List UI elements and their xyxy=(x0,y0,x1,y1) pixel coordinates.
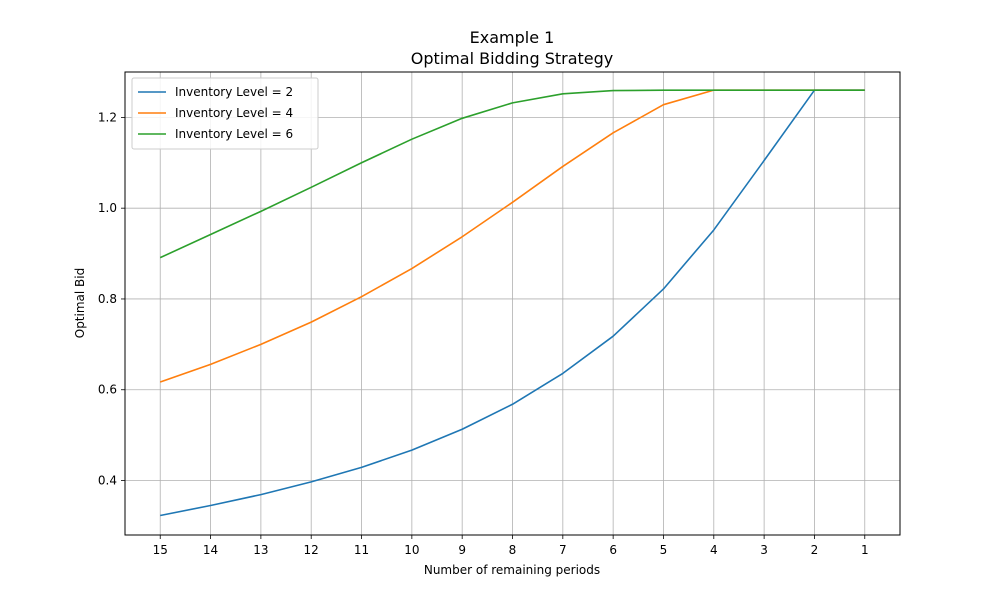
chart-title: Example 1 xyxy=(470,28,555,47)
y-tick-label: 0.4 xyxy=(98,474,117,488)
x-tick-label: 7 xyxy=(559,543,567,557)
series-line-inventory-2 xyxy=(159,89,865,259)
x-tick-label: 13 xyxy=(253,543,268,557)
series-line-inventory-0 xyxy=(160,89,865,517)
x-tick-label: 3 xyxy=(760,543,768,557)
y-tick-label: 0.8 xyxy=(98,292,117,306)
x-tick-label: 12 xyxy=(304,543,319,557)
x-axis-label: Number of remaining periods xyxy=(424,563,600,577)
legend-box xyxy=(131,77,319,150)
x-tick-label: 4 xyxy=(710,543,718,557)
chart-subtitle: Optimal Bidding Strategy xyxy=(411,49,614,68)
x-tick-label: 5 xyxy=(660,543,668,557)
x-tick-label: 2 xyxy=(811,543,819,557)
legend-label: Inventory Level = 2 xyxy=(175,85,293,99)
x-tick-label: 1 xyxy=(861,543,869,557)
legend-label: Inventory Level = 6 xyxy=(175,127,293,141)
grid xyxy=(125,72,900,535)
legend: Inventory Level = 2 Inventory Level = 4 In… xyxy=(131,77,319,150)
y-tick-label: 1.0 xyxy=(98,201,117,215)
x-tick-label: 9 xyxy=(458,543,466,557)
x-tick-label: 8 xyxy=(509,543,517,557)
x-tick-label: 10 xyxy=(404,543,419,557)
x-tick-label: 15 xyxy=(153,543,168,557)
series-lines xyxy=(159,89,865,517)
y-tick-label: 0.6 xyxy=(98,383,117,397)
y-tick-label: 1.2 xyxy=(98,110,117,124)
x-tick-label: 11 xyxy=(354,543,369,557)
legend-label: Inventory Level = 4 xyxy=(175,106,293,120)
y-axis-ticks: 0.4 0.6 0.8 1.0 1.2 xyxy=(98,110,125,488)
y-axis-label: Optimal Bid xyxy=(73,268,87,338)
x-tick-label: 6 xyxy=(609,543,617,557)
x-axis-ticks: 15 14 13 12 11 10 9 8 7 6 5 4 3 2 1 xyxy=(153,535,869,557)
x-tick-label: 14 xyxy=(203,543,218,557)
